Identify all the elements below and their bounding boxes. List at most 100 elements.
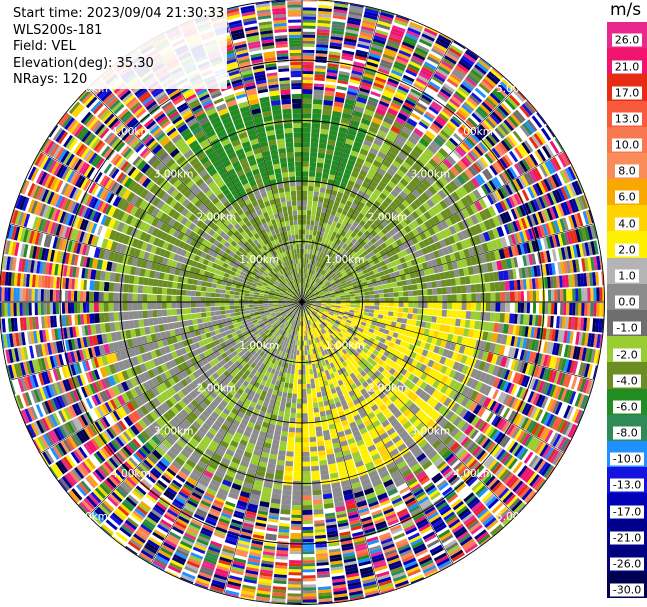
ppi-gate xyxy=(359,247,366,254)
ppi-gate xyxy=(302,553,315,558)
ppi-gate xyxy=(488,71,501,83)
ppi-gate xyxy=(408,296,414,302)
ppi-gate xyxy=(448,47,462,57)
ppi-gate xyxy=(336,264,342,270)
ppi-gate xyxy=(446,286,452,294)
ppi-gate xyxy=(302,550,315,555)
ppi-gate xyxy=(379,163,389,172)
ppi-gate xyxy=(312,230,317,236)
ppi-gate xyxy=(287,596,302,600)
ppi-gate xyxy=(280,509,291,515)
ppi-gate xyxy=(281,499,291,505)
ppi-gate xyxy=(405,170,415,180)
ppi-gate xyxy=(407,290,414,297)
ppi-gate xyxy=(302,132,311,138)
ppi-gate xyxy=(327,219,333,226)
ppi-gate xyxy=(341,209,348,216)
ppi-gate xyxy=(302,86,313,90)
ppi-gate xyxy=(357,43,370,50)
ppi-gate xyxy=(401,41,415,50)
ppi-gate xyxy=(402,285,408,292)
ppi-gate xyxy=(333,150,342,157)
ppi-gate xyxy=(360,208,368,216)
ppi-gate xyxy=(288,572,302,576)
ppi-gate xyxy=(485,97,497,109)
ppi-gate xyxy=(435,151,446,162)
ppi-gate xyxy=(412,308,418,314)
ppi-gate xyxy=(319,252,324,258)
ppi-gate xyxy=(350,171,359,179)
ppi-gate xyxy=(322,109,332,116)
ppi-gate xyxy=(307,205,312,211)
ppi-gate xyxy=(347,180,355,187)
ppi-gate xyxy=(364,298,370,302)
ppi-gate xyxy=(344,251,350,258)
ppi-gate xyxy=(329,235,335,242)
ppi-gate xyxy=(314,265,318,272)
ppi-gate xyxy=(351,145,361,153)
ppi-gate xyxy=(293,471,302,477)
ppi-gate xyxy=(379,212,388,220)
ppi-gate xyxy=(514,302,518,313)
ppi-gate xyxy=(453,68,466,78)
ppi-gate xyxy=(418,99,429,108)
ppi-gate xyxy=(293,466,302,472)
ppi-gate xyxy=(306,379,311,385)
ppi-gate xyxy=(343,143,353,150)
ppi-gate xyxy=(317,16,331,21)
ppi-gate xyxy=(374,306,380,310)
ppi-gate xyxy=(307,190,314,197)
ppi-gate xyxy=(327,276,333,281)
ppi-gate xyxy=(298,330,301,336)
ppi-gate xyxy=(471,112,482,124)
ppi-gate xyxy=(332,110,342,118)
ppi-gate xyxy=(331,30,344,35)
ppi-gate xyxy=(302,282,304,288)
ppi-gate xyxy=(414,80,426,89)
ppi-gate xyxy=(310,215,316,221)
ppi-gate xyxy=(304,345,307,351)
ppi-gate xyxy=(557,289,561,302)
ppi-gate xyxy=(426,281,432,289)
ppi-gate xyxy=(309,285,313,290)
ppi-gate xyxy=(357,173,366,182)
ppi-gate xyxy=(335,88,347,94)
ppi-gate xyxy=(313,499,323,505)
ppi-gate xyxy=(319,257,324,264)
ppi-gate xyxy=(426,315,432,323)
ppi-gate xyxy=(512,111,524,124)
ppi-gate xyxy=(302,31,316,35)
ppi-gate xyxy=(319,133,328,140)
ppi-gate xyxy=(377,103,389,112)
ppi-gate xyxy=(287,392,293,399)
ppi-gate xyxy=(478,82,491,94)
ppi-gate xyxy=(369,294,375,299)
ppi-gate xyxy=(413,145,424,155)
ppi-gate xyxy=(377,168,386,176)
ppi-gate xyxy=(296,418,302,423)
ppi-gate xyxy=(389,147,400,156)
ppi-gate xyxy=(374,302,380,306)
ppi-gate xyxy=(330,241,336,248)
ppi-gate xyxy=(322,270,327,276)
ppi-gate xyxy=(351,70,363,76)
ppi-gate xyxy=(319,274,324,280)
ppi-gate xyxy=(383,116,394,125)
ppi-gate xyxy=(290,538,302,543)
ppi-gate xyxy=(318,10,332,15)
ppi-gate xyxy=(285,402,292,408)
ppi-gate xyxy=(348,154,358,162)
ppi-gate xyxy=(308,412,314,418)
ppi-gate xyxy=(373,290,379,295)
ppi-gate xyxy=(321,207,327,214)
ppi-gate xyxy=(321,258,327,265)
ppi-gate xyxy=(312,494,323,501)
ppi-gate xyxy=(404,122,415,132)
ppi-gate xyxy=(340,58,353,64)
ppi-gate xyxy=(368,309,375,314)
ppi-gate xyxy=(314,77,325,82)
ppi-gate xyxy=(389,72,402,80)
ppi-gate xyxy=(452,93,464,104)
ppi-gate xyxy=(431,316,437,323)
